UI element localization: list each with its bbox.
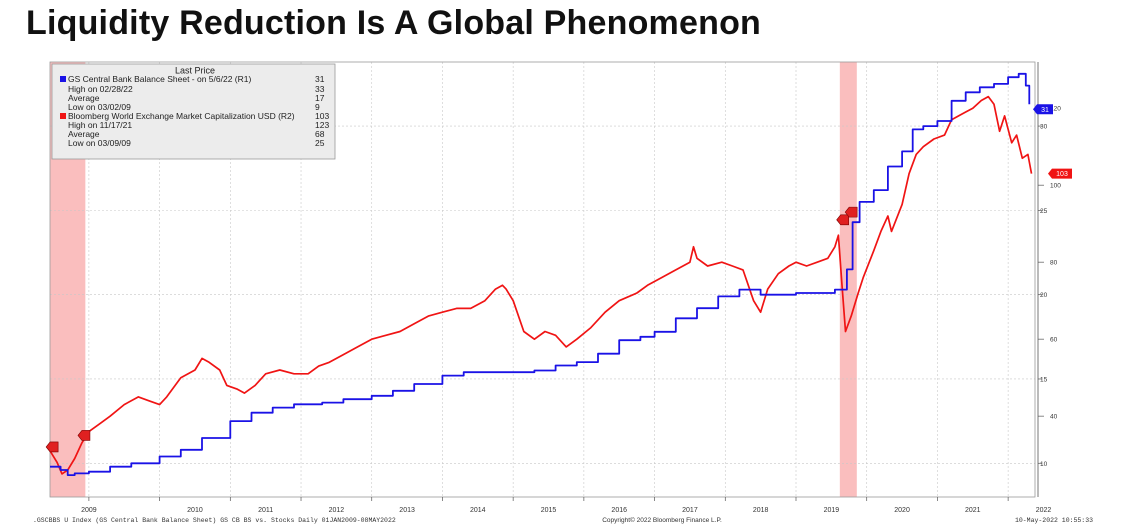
r2-tick-label: 100: [1050, 183, 1061, 190]
series-line-market-cap: [49, 95, 1033, 475]
r1-tick-label: 10: [1040, 461, 1048, 468]
r1-tick-label: 20: [1040, 292, 1048, 299]
annotation-markers: [45, 206, 858, 453]
r1-tick-label: 30: [1040, 124, 1048, 131]
r2-tick-label: 60: [1050, 337, 1058, 344]
x-tick-label: 2015: [541, 507, 557, 514]
page-title: Liquidity Reduction Is A Global Phenomen…: [26, 4, 762, 42]
x-tick-label: 2013: [399, 507, 415, 514]
x-tick-label: 2009: [81, 507, 97, 514]
legend-series2-label: Bloomberg World Exchange Market Capitali…: [68, 111, 295, 121]
current-value-tag-label: 103: [1056, 171, 1068, 178]
y-axis-ticks: 10 15 20 25 30 40 60 80 100 120: [1038, 106, 1061, 468]
plot-frame: [49, 61, 1036, 498]
legend-series2-low-label: Low on 03/09/09: [68, 138, 131, 148]
x-tick-label: 2016: [611, 507, 627, 514]
annotation-marker: [836, 214, 849, 226]
x-tick-label: 2021: [965, 507, 981, 514]
legend-box: [51, 63, 336, 160]
current-value-tag-label: 31: [1041, 107, 1049, 114]
r1-tick-label: 15: [1040, 376, 1048, 383]
r2-tick-label: 120: [1050, 106, 1061, 113]
current-value-tag-bg: [1048, 168, 1072, 179]
x-tick-label: 2011: [258, 507, 273, 514]
annotation-marker: [45, 441, 59, 453]
legend-header: Last Price: [175, 66, 215, 76]
grid: [50, 62, 1035, 497]
legend-series2-low-value: 25: [315, 138, 325, 148]
legend-series1-low-label: Low on 03/02/09: [68, 102, 131, 112]
x-tick-label: 2022: [1036, 507, 1052, 514]
x-tick-label: 2018: [753, 507, 769, 514]
x-tick-label: 2020: [894, 507, 910, 514]
legend-series1-low-value: 9: [315, 102, 320, 112]
series-line-balance-sheet: [50, 72, 1031, 476]
current-value-tag-bg: [1033, 104, 1053, 115]
legend-series2-high-label: High on 11/17/21: [68, 120, 132, 130]
legend-series1-avg-label: Average: [68, 93, 100, 103]
legend-series2-value: 103: [315, 111, 329, 121]
legend-series1-high-label: High on 02/28/22: [68, 84, 133, 94]
r2-tick-label: 80: [1050, 260, 1058, 267]
r2-tick-label: 40: [1050, 414, 1058, 421]
series2-swatch: [60, 113, 66, 119]
legend-series1-label: GS Central Bank Balance Sheet - on 5/6/2…: [68, 74, 251, 84]
legend-series1-avg-value: 17: [315, 93, 325, 103]
annotation-marker: [844, 206, 858, 218]
annotation-marker: [77, 430, 91, 441]
x-tick-label: 2019: [824, 507, 840, 514]
footer-timestamp: 10-May-2022 10:55:33: [1015, 517, 1093, 524]
x-tick-label: 2014: [470, 507, 486, 514]
legend-series2-high-value: 123: [315, 120, 329, 130]
x-tick-label: 2010: [187, 507, 203, 514]
r1-tick-label: 25: [1040, 208, 1048, 215]
legend-series2-avg-value: 68: [315, 129, 325, 139]
footer-source: .GSCBBS U Index (GS Central Bank Balance…: [33, 517, 396, 524]
current-value-tags: 31 103: [1033, 104, 1072, 179]
series-lines: [49, 72, 1033, 476]
legend-series1-high-value: 33: [315, 84, 325, 94]
series1-swatch: [60, 76, 66, 82]
legend: Last Price GS Central Bank Balance Sheet…: [51, 63, 336, 160]
legend-series2-avg-label: Average: [68, 129, 100, 139]
legend-series1-value: 31: [315, 74, 325, 84]
x-tick-label: 2017: [682, 507, 698, 514]
x-tick-label: 2012: [329, 507, 345, 514]
x-axis-ticks: 2009 2010 2011 2012 2013 2014 2015 2016 2017 2018…: [81, 497, 1051, 514]
footer-copyright: Copyright© 2022 Bloomberg Finance L.P.: [602, 516, 722, 524]
recession-band: [839, 62, 857, 497]
